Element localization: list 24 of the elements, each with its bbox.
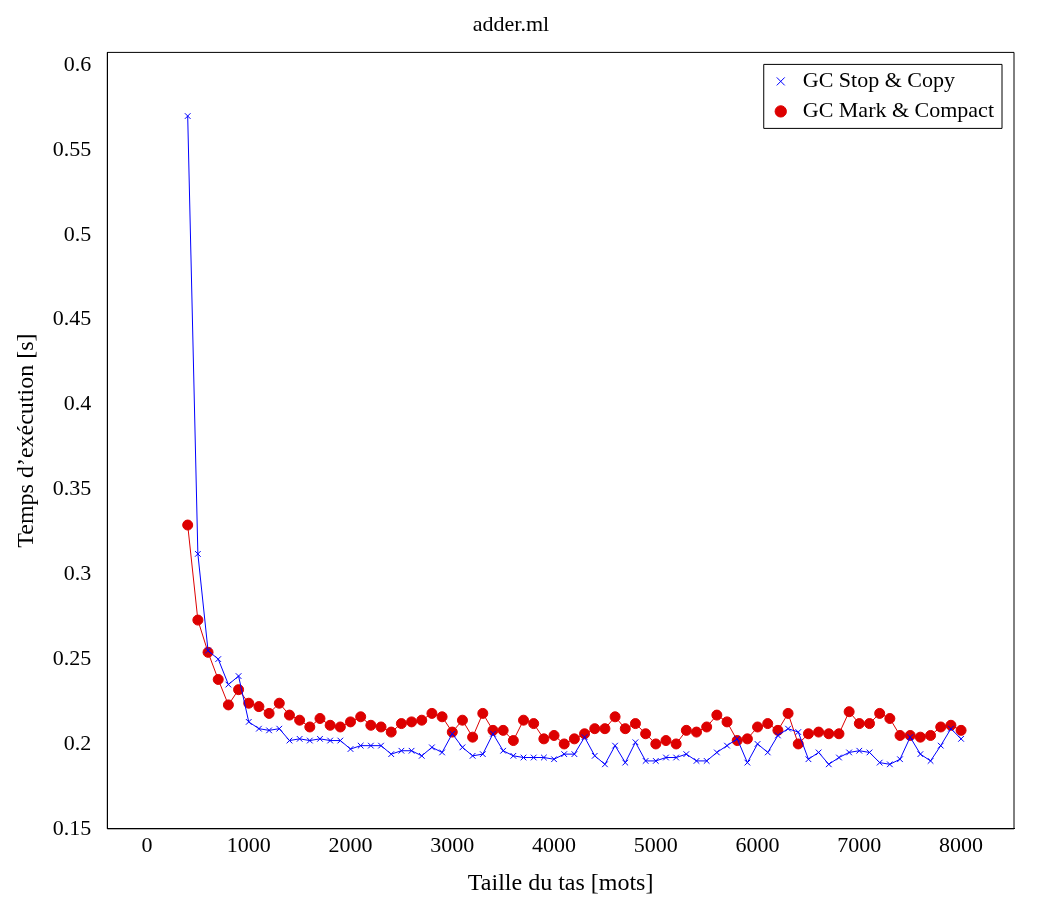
y-axis-title: Temps d’exécution [s] [11, 333, 38, 548]
y-tick-label: 0.5 [63, 220, 92, 246]
y-tick-label: 0.55 [52, 135, 92, 161]
y-tick-label: 0.35 [52, 475, 92, 501]
legend-label: GC Mark & Compact [802, 97, 995, 123]
x-tick-label: 0 [141, 831, 153, 857]
x-tick-label: 7000 [837, 831, 882, 857]
x-tick-label: 1000 [226, 831, 271, 857]
chart-title: adder.ml [472, 10, 550, 36]
legend-label: GC Stop & Copy [802, 67, 955, 93]
x-tick-label: 8000 [939, 831, 984, 857]
y-tick-label: 0.15 [52, 814, 92, 840]
y-tick-label: 0.25 [52, 644, 92, 670]
y-tick-label: 0.3 [63, 560, 92, 586]
y-tick-label: 0.45 [52, 305, 92, 331]
y-tick-label: 0.4 [63, 390, 92, 416]
x-tick-label: 5000 [633, 831, 678, 857]
x-axis-title: Taille du tas [mots] [467, 868, 654, 895]
x-tick-label: 3000 [430, 831, 475, 857]
x-tick-label: 2000 [328, 831, 373, 857]
y-tick-label: 0.2 [63, 729, 92, 755]
x-tick-label: 4000 [532, 831, 577, 857]
y-tick-label: 0.6 [63, 50, 92, 76]
x-tick-label: 6000 [735, 831, 780, 857]
